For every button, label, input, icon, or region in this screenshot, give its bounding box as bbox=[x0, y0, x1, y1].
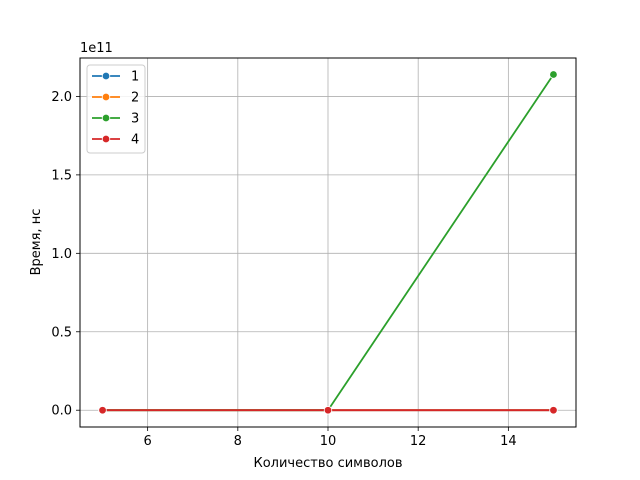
y-tick-label: 0.0 bbox=[51, 404, 72, 419]
series-3-point bbox=[549, 70, 558, 79]
legend-marker-4 bbox=[101, 134, 111, 144]
series-4-point bbox=[323, 406, 333, 415]
legend-marker-1 bbox=[101, 71, 111, 81]
legend-marker-2 bbox=[101, 92, 111, 102]
y-tick-label: 2.0 bbox=[51, 90, 72, 105]
x-tick-label: 12 bbox=[410, 434, 427, 449]
legend-label-1: 1 bbox=[131, 70, 139, 85]
x-tick-label: 14 bbox=[500, 434, 517, 449]
series-layer bbox=[98, 70, 558, 415]
y-tick-label: 1.5 bbox=[51, 168, 72, 183]
legend-label-3: 3 bbox=[131, 112, 139, 127]
legend-label-4: 4 bbox=[131, 133, 139, 148]
series-4-point bbox=[98, 406, 107, 415]
x-tick-label: 6 bbox=[143, 434, 151, 449]
x-axis-title: Количество символов bbox=[253, 456, 402, 471]
x-tick-label: 8 bbox=[234, 434, 242, 449]
legend-marker-3 bbox=[101, 113, 111, 123]
legend-label-2: 2 bbox=[131, 91, 139, 106]
series-4-point bbox=[549, 406, 558, 415]
y-axis-multiplier-label: 1e11 bbox=[80, 41, 113, 56]
axis-ticks: 6 8 10 12 14 0.0 0.5 1.0 1.5 2.0 bbox=[51, 90, 516, 449]
legend-box bbox=[86, 64, 146, 154]
legend: 1 2 3 4 bbox=[86, 64, 146, 154]
x-tick-label: 10 bbox=[320, 434, 337, 449]
y-axis-title: Время, нс bbox=[29, 209, 44, 276]
y-tick-label: 0.5 bbox=[51, 325, 72, 340]
y-tick-label: 1.0 bbox=[51, 247, 72, 262]
